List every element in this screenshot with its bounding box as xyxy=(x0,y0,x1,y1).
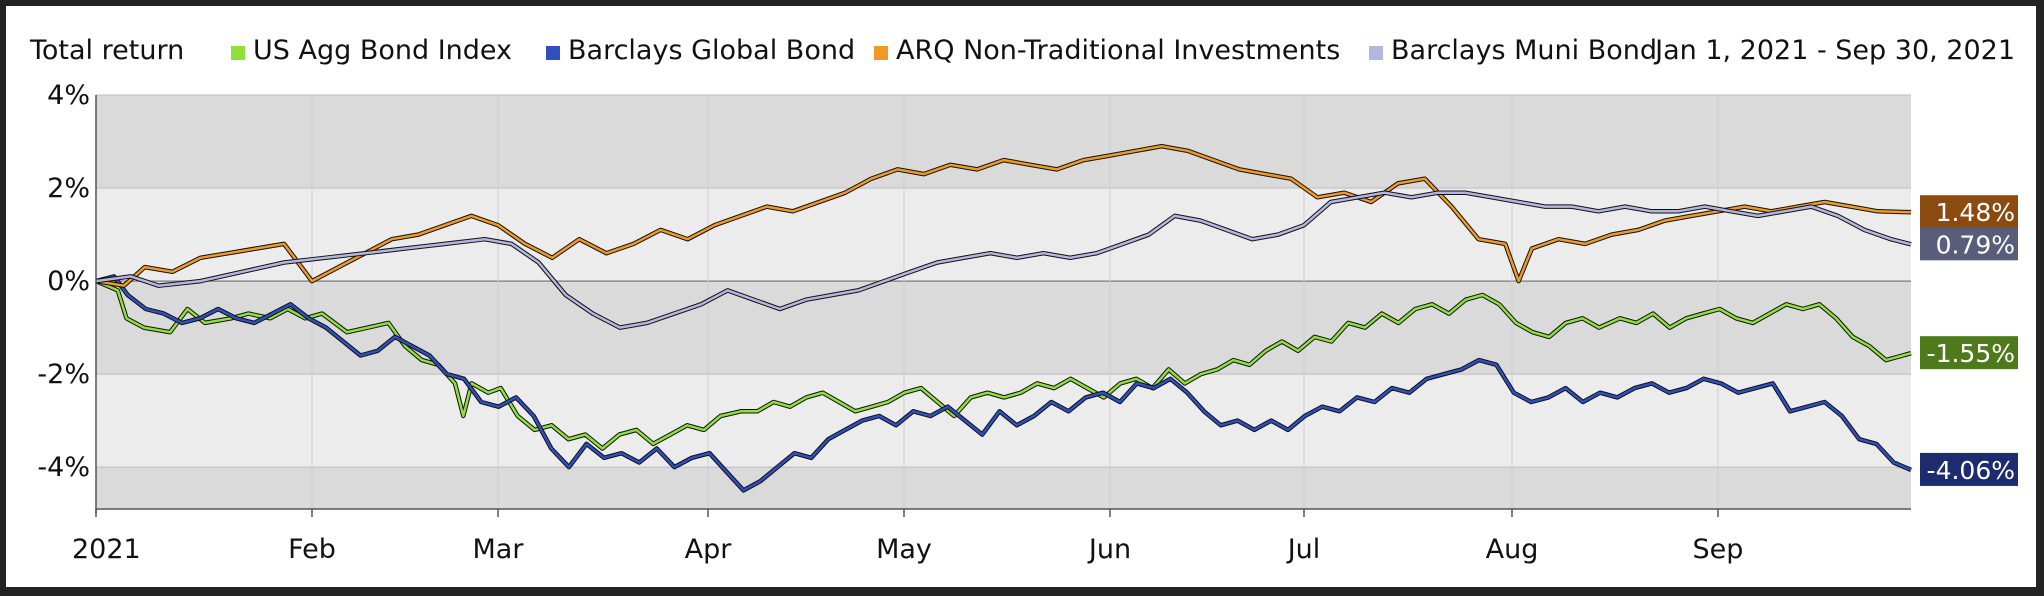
legend-label: ARQ Non-Traditional Investments xyxy=(896,35,1340,66)
x-tick-label: Apr xyxy=(685,534,733,565)
chart-frame: 4% 2% 0% -2% -4% 2021 Feb Mar Apr May Jun Jul Aug Sep… xyxy=(6,6,2036,587)
y-tick-label: 2% xyxy=(47,173,90,204)
end-label-text: -1.55% xyxy=(1927,339,2015,368)
end-label-text: 0.79% xyxy=(1936,230,2015,259)
y-tick-label: -2% xyxy=(37,359,90,390)
x-tick-label: May xyxy=(876,534,932,565)
y-tick-label: 4% xyxy=(47,80,90,111)
axes: 4% 2% 0% -2% -4% 2021 Feb Mar Apr May Jun Jul Aug Sep xyxy=(37,80,1911,565)
x-tick-label: Jun xyxy=(1087,534,1131,565)
legend: Total return US Agg Bond Index Barclays G… xyxy=(29,35,2015,66)
grid-band xyxy=(96,467,1911,509)
series-line xyxy=(95,144,1912,287)
end-label: -4.06% xyxy=(1920,452,2018,486)
legend-label: Barclays Global Bond xyxy=(568,35,855,66)
end-label-box xyxy=(1920,227,2018,261)
grid-band xyxy=(96,281,1911,375)
end-label-box xyxy=(1920,452,2018,486)
end-labels: -1.55% -4.06% 1.48% 0.79% xyxy=(1920,195,2018,486)
x-tick-label: 2021 xyxy=(72,534,141,565)
x-tick-label: Feb xyxy=(288,534,336,565)
chart-title: Total return xyxy=(29,35,184,66)
legend-label: US Agg Bond Index xyxy=(253,35,512,66)
series-2 xyxy=(95,143,1912,288)
end-label: 1.48% xyxy=(1920,195,2018,229)
end-label-text: -4.06% xyxy=(1927,456,2015,485)
end-label: -1.55% xyxy=(1920,336,2018,370)
series-layer xyxy=(95,143,1912,493)
legend-swatch xyxy=(231,46,245,60)
grid-band xyxy=(96,374,1911,468)
grid-band xyxy=(96,188,1911,282)
end-label: 0.79% xyxy=(1920,227,2018,261)
grid-band xyxy=(96,95,1911,189)
legend-label: Barclays Muni Bond xyxy=(1391,35,1657,66)
legend-swatch xyxy=(874,46,888,60)
date-range-label: Jan 1, 2021 - Sep 30, 2021 xyxy=(1653,35,2015,66)
series-line xyxy=(95,275,1912,492)
end-label-text: 1.48% xyxy=(1936,198,2015,227)
series-3 xyxy=(95,190,1912,330)
series-1 xyxy=(95,274,1912,493)
y-tick-label: 0% xyxy=(47,266,90,297)
x-tick-label: Sep xyxy=(1693,534,1744,565)
grid-bands xyxy=(96,95,1911,509)
x-tick-label: Mar xyxy=(473,534,525,565)
legend-swatch xyxy=(1369,46,1383,60)
x-tick-label: Aug xyxy=(1486,534,1539,565)
end-label-box xyxy=(1920,195,2018,229)
series-line xyxy=(95,191,1912,329)
y-tick-label: -4% xyxy=(37,452,90,483)
legend-swatch xyxy=(546,46,560,60)
chart-svg: 4% 2% 0% -2% -4% 2021 Feb Mar Apr May Jun Jul Aug Sep… xyxy=(29,35,2018,565)
x-tick-label: Jul xyxy=(1286,534,1321,565)
end-label-box xyxy=(1920,336,2018,370)
